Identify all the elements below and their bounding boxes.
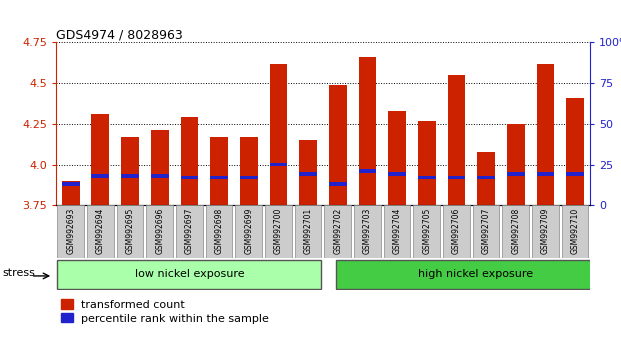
- FancyBboxPatch shape: [473, 205, 499, 258]
- FancyBboxPatch shape: [235, 205, 262, 258]
- FancyBboxPatch shape: [443, 205, 469, 258]
- Text: GSM992702: GSM992702: [333, 208, 342, 254]
- Bar: [121, 174, 139, 178]
- FancyBboxPatch shape: [57, 205, 84, 258]
- Text: GSM992705: GSM992705: [422, 208, 431, 255]
- Text: GSM992698: GSM992698: [215, 208, 224, 254]
- Bar: [358, 169, 376, 173]
- Bar: [477, 176, 495, 179]
- FancyBboxPatch shape: [147, 205, 173, 258]
- Bar: [448, 75, 465, 205]
- Bar: [121, 137, 139, 205]
- FancyBboxPatch shape: [87, 205, 114, 258]
- Bar: [299, 172, 317, 176]
- Text: GSM992696: GSM992696: [155, 208, 164, 255]
- Bar: [240, 176, 258, 179]
- Text: GSM992694: GSM992694: [96, 208, 105, 255]
- Text: GSM992701: GSM992701: [304, 208, 312, 254]
- Text: high nickel exposure: high nickel exposure: [418, 269, 533, 279]
- Bar: [477, 152, 495, 205]
- Bar: [507, 172, 525, 176]
- Text: GSM992710: GSM992710: [571, 208, 579, 254]
- FancyBboxPatch shape: [324, 205, 351, 258]
- Bar: [358, 57, 376, 205]
- Bar: [566, 172, 584, 176]
- Text: GSM992706: GSM992706: [452, 208, 461, 255]
- FancyBboxPatch shape: [354, 205, 381, 258]
- Text: GSM992707: GSM992707: [482, 208, 491, 255]
- Text: GSM992697: GSM992697: [185, 208, 194, 255]
- Bar: [388, 111, 406, 205]
- Text: GSM992693: GSM992693: [66, 208, 75, 255]
- FancyBboxPatch shape: [295, 205, 322, 258]
- Bar: [62, 181, 79, 205]
- Bar: [240, 137, 258, 205]
- Bar: [270, 64, 288, 205]
- FancyBboxPatch shape: [532, 205, 559, 258]
- Bar: [62, 182, 79, 186]
- Bar: [537, 64, 555, 205]
- Bar: [388, 172, 406, 176]
- Bar: [270, 162, 288, 166]
- Text: low nickel exposure: low nickel exposure: [135, 269, 244, 279]
- FancyBboxPatch shape: [384, 205, 410, 258]
- Text: GSM992699: GSM992699: [244, 208, 253, 255]
- Bar: [151, 130, 169, 205]
- Bar: [181, 118, 198, 205]
- Bar: [418, 121, 436, 205]
- Bar: [566, 98, 584, 205]
- Text: GDS4974 / 8028963: GDS4974 / 8028963: [56, 28, 183, 41]
- FancyBboxPatch shape: [206, 205, 232, 258]
- Bar: [507, 124, 525, 205]
- Bar: [210, 176, 228, 179]
- Legend: transformed count, percentile rank within the sample: transformed count, percentile rank withi…: [61, 299, 270, 324]
- FancyBboxPatch shape: [336, 260, 615, 289]
- Bar: [329, 182, 347, 186]
- Text: GSM992700: GSM992700: [274, 208, 283, 255]
- FancyBboxPatch shape: [502, 205, 529, 258]
- Bar: [91, 114, 109, 205]
- Text: GSM992704: GSM992704: [392, 208, 402, 255]
- FancyBboxPatch shape: [265, 205, 292, 258]
- Bar: [418, 176, 436, 179]
- FancyBboxPatch shape: [117, 205, 143, 258]
- Bar: [448, 176, 465, 179]
- Text: GSM992695: GSM992695: [125, 208, 135, 255]
- Bar: [329, 85, 347, 205]
- Bar: [537, 172, 555, 176]
- Bar: [299, 140, 317, 205]
- Bar: [210, 137, 228, 205]
- FancyBboxPatch shape: [176, 205, 202, 258]
- Text: GSM992708: GSM992708: [511, 208, 520, 254]
- Bar: [181, 176, 198, 179]
- Bar: [151, 174, 169, 178]
- Text: stress: stress: [3, 268, 35, 278]
- FancyBboxPatch shape: [414, 205, 440, 258]
- FancyBboxPatch shape: [562, 205, 589, 258]
- Text: GSM992709: GSM992709: [541, 208, 550, 255]
- Text: GSM992703: GSM992703: [363, 208, 372, 255]
- Bar: [91, 174, 109, 178]
- FancyBboxPatch shape: [57, 260, 322, 289]
